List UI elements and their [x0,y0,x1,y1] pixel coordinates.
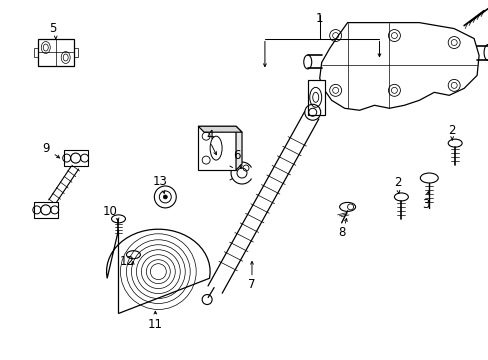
Polygon shape [236,126,242,170]
Polygon shape [106,229,210,314]
Polygon shape [63,150,87,166]
Text: 5: 5 [49,22,56,35]
Text: 13: 13 [153,175,167,189]
Polygon shape [198,126,242,132]
Circle shape [163,195,167,199]
Text: 1: 1 [315,12,323,25]
Text: 2: 2 [447,124,455,137]
Polygon shape [198,126,236,170]
Polygon shape [34,202,58,218]
Polygon shape [319,23,478,110]
Text: 9: 9 [42,141,49,155]
Text: 4: 4 [206,129,213,142]
Polygon shape [38,39,74,67]
Text: 2: 2 [393,176,400,189]
Text: 11: 11 [147,318,163,331]
Text: 10: 10 [103,205,118,219]
Text: 7: 7 [248,278,255,291]
Text: 12: 12 [120,255,135,268]
Text: 8: 8 [337,226,345,239]
Text: 6: 6 [233,149,240,162]
Polygon shape [307,80,324,115]
Text: 3: 3 [422,198,429,211]
